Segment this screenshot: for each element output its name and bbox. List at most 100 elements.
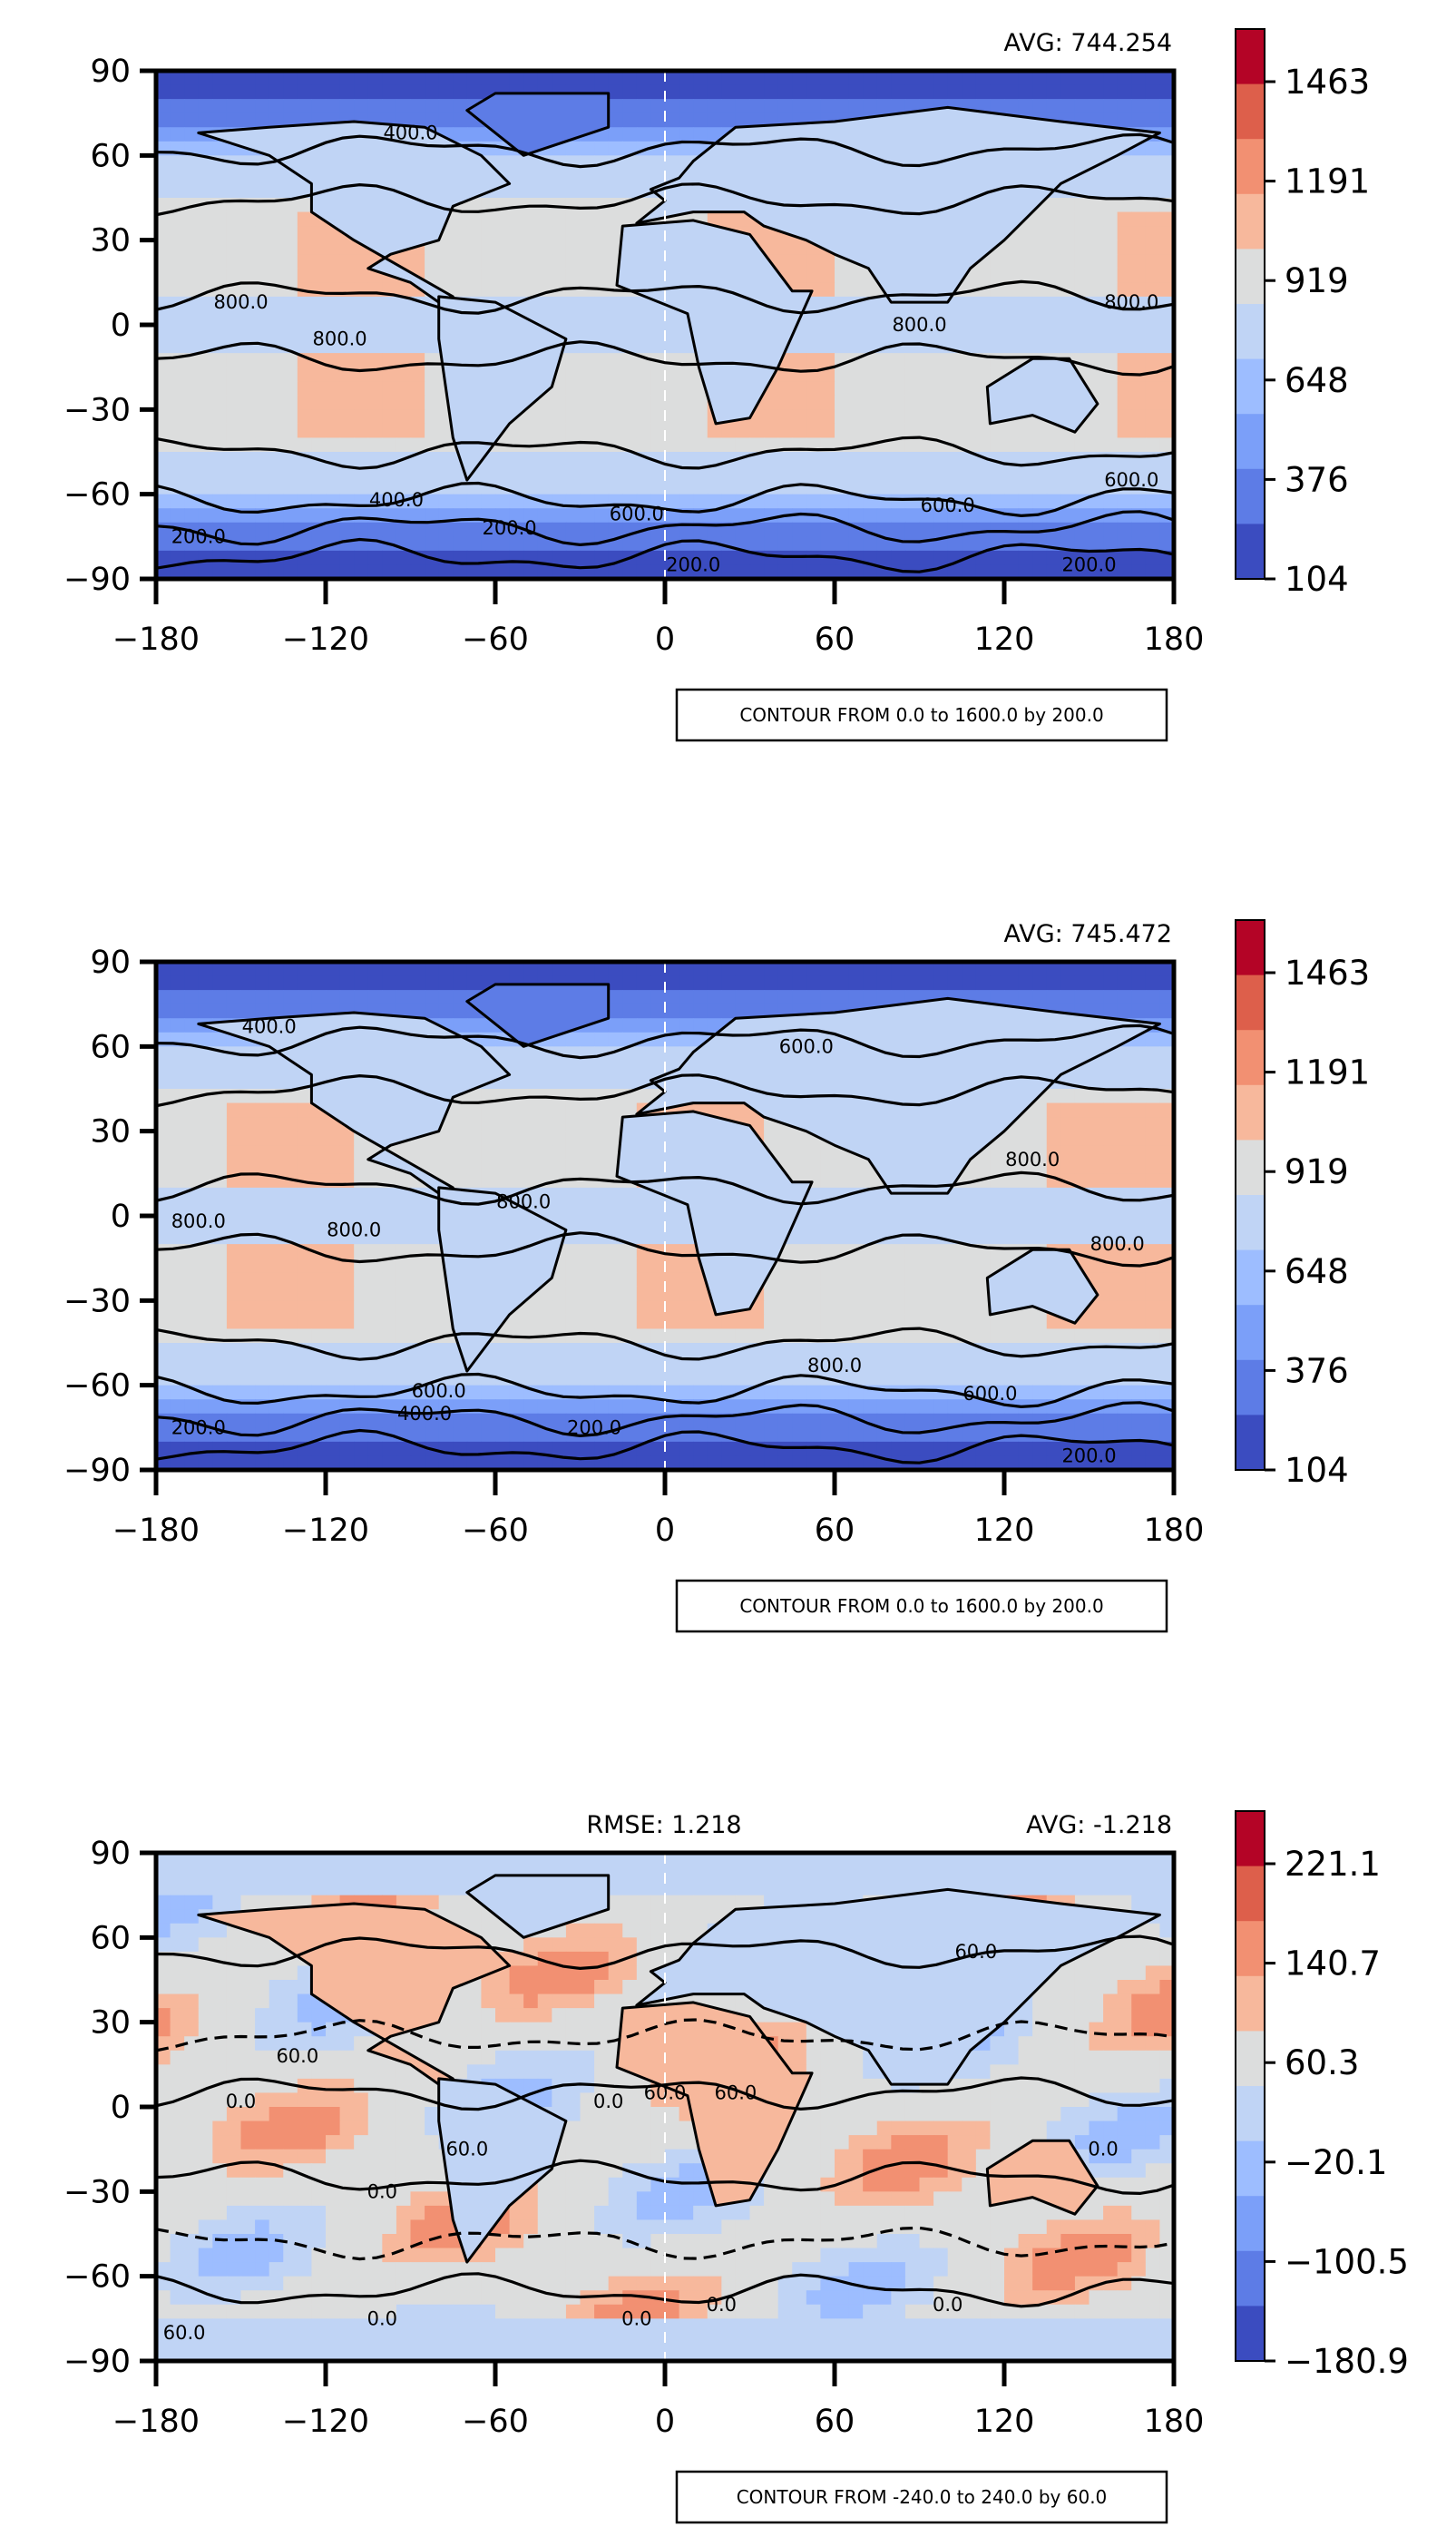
field-cell: [565, 409, 581, 425]
field-cell: [679, 480, 694, 495]
field-cell: [255, 1131, 270, 1146]
field-cell: [297, 564, 313, 579]
field-cell: [1103, 1343, 1119, 1358]
field-cell: [1018, 254, 1033, 269]
field-cell: [212, 99, 228, 114]
field-cell: [608, 296, 623, 312]
field-cell: [240, 990, 256, 1005]
field-cell: [552, 1145, 567, 1161]
field-cell: [565, 282, 581, 298]
field-cell: [240, 975, 256, 991]
field-cell: [297, 1089, 313, 1104]
field-cell: [339, 437, 355, 453]
field-cell: [806, 1229, 822, 1245]
field-cell: [425, 113, 440, 128]
field-cell: [679, 1385, 694, 1400]
field-cell: [367, 381, 383, 397]
field-cell: [481, 226, 496, 241]
field-cell: [580, 1300, 595, 1316]
field-cell: [1046, 480, 1061, 495]
field-cell: [1145, 1131, 1161, 1146]
field-cell: [636, 1046, 652, 1062]
field-cell: [636, 1314, 652, 1330]
field-cell: [665, 437, 680, 453]
field-cell: [283, 1089, 298, 1104]
field-cell: [904, 423, 921, 439]
field-cell: [170, 254, 185, 269]
field-cell: [565, 1258, 581, 1273]
field-cell: [509, 962, 524, 977]
field-cell: [481, 71, 496, 86]
field-cell: [764, 1314, 779, 1330]
field-cell: [156, 71, 171, 86]
contour-label: 200.0: [1061, 553, 1116, 575]
field-cell: [565, 1089, 581, 1104]
field-cell: [947, 296, 963, 312]
field-cell: [552, 1371, 567, 1386]
field-cell: [537, 1300, 552, 1316]
field-cell: [367, 395, 383, 410]
field-cell: [283, 536, 298, 552]
field-cell: [396, 1371, 412, 1386]
field-cell: [481, 494, 496, 509]
field-cell: [339, 1272, 355, 1288]
field-cell: [650, 381, 666, 397]
field-cell: [594, 395, 610, 410]
field-cell: [580, 1399, 595, 1415]
field-cell: [1060, 296, 1076, 312]
field-cell: [170, 1159, 185, 1174]
field-cell: [608, 1102, 623, 1118]
field-cell: [311, 1272, 327, 1288]
field-cell: [170, 1060, 185, 1076]
field-cell: [354, 437, 369, 453]
field-cell: [975, 296, 992, 312]
field-cell: [622, 381, 638, 397]
field-cell: [933, 1314, 949, 1330]
field-cell: [1060, 1145, 1076, 1161]
field-cell: [876, 310, 892, 326]
field-cell: [170, 1131, 185, 1146]
field-cell: [226, 465, 242, 481]
field-cell: [226, 1074, 242, 1090]
field-cell: [1117, 1145, 1132, 1161]
field-cell: [835, 310, 850, 326]
field-cell: [707, 437, 722, 453]
field-cell: [297, 99, 313, 114]
field-cell: [1159, 1357, 1174, 1372]
field-cell: [382, 1272, 397, 1288]
field-cell: [848, 1314, 864, 1330]
field-cell: [410, 480, 425, 495]
field-cell: [367, 1357, 383, 1372]
field-cell: [1159, 1159, 1174, 1174]
field-cell: [1131, 564, 1147, 579]
field-cell: [904, 962, 921, 977]
field-cell: [594, 1060, 610, 1076]
field-cell: [1060, 1357, 1076, 1372]
field-cell: [1046, 240, 1061, 255]
y-tick-label: 0: [111, 308, 131, 344]
field-cell: [156, 465, 171, 481]
field-cell: [269, 975, 284, 991]
field-cell: [876, 465, 892, 481]
field-cell: [255, 1102, 270, 1118]
field-cell: [552, 1074, 567, 1090]
field-cell: [565, 1272, 581, 1288]
field-cell: [580, 1131, 595, 1146]
field-cell: [820, 367, 835, 382]
field-cell: [198, 1216, 213, 1231]
field-cell: [679, 452, 694, 467]
field-cell: [1074, 1216, 1090, 1231]
field-cell: [1131, 254, 1147, 269]
field-cell: [283, 465, 298, 481]
field-cell: [354, 1314, 369, 1330]
field-cell: [665, 84, 680, 100]
field-cell: [735, 465, 751, 481]
field-cell: [1089, 437, 1104, 453]
field-cell: [835, 1159, 850, 1174]
field-cell: [721, 1102, 737, 1118]
field-cell: [565, 353, 581, 368]
field-cell: [1117, 325, 1132, 340]
field-cell: [990, 465, 1005, 481]
field-cell: [777, 962, 793, 977]
field-cell: [962, 395, 977, 410]
